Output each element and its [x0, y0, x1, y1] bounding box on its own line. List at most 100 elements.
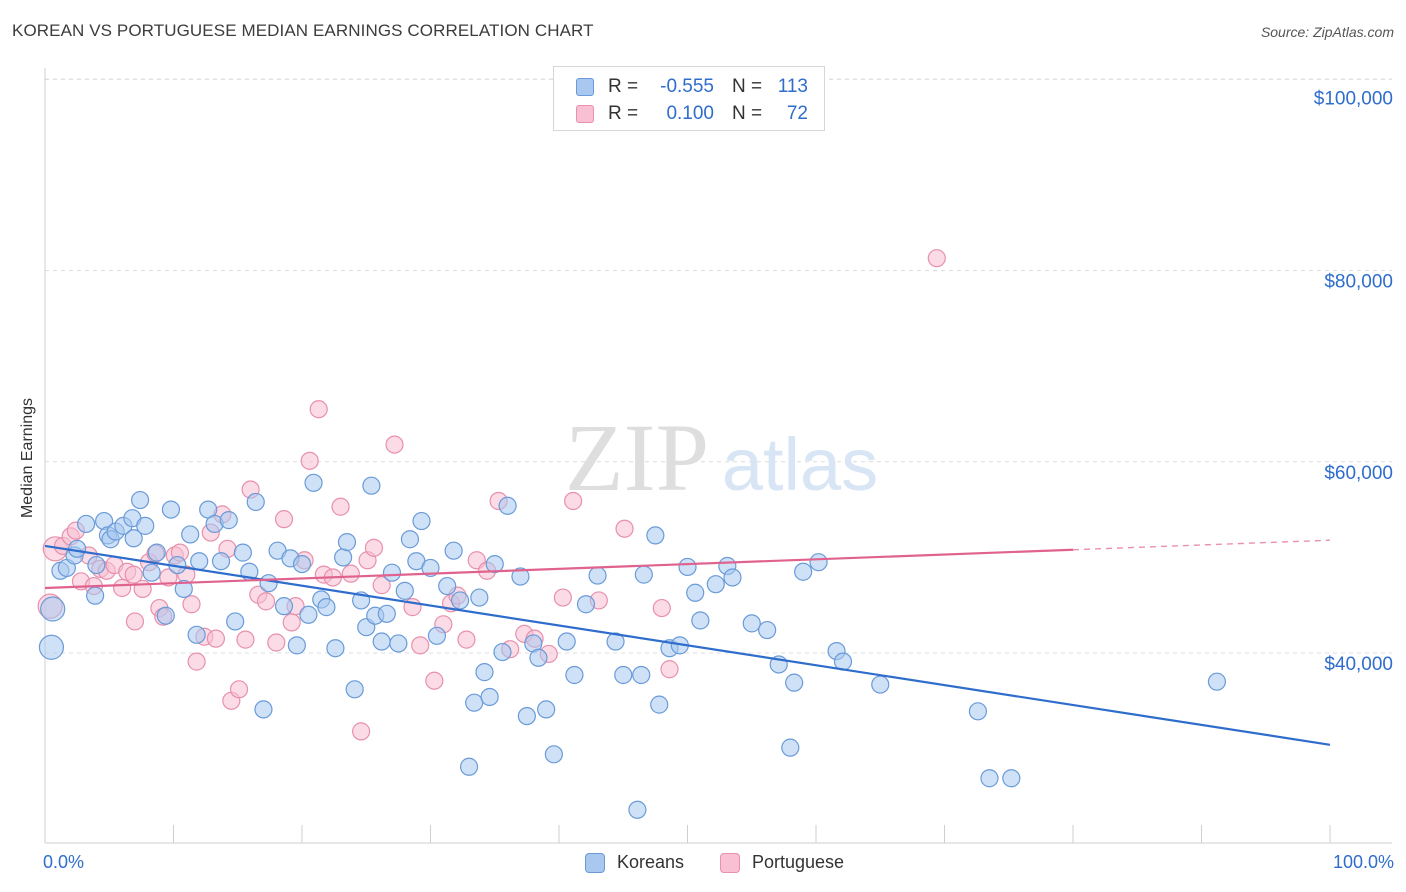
axes	[44, 68, 1392, 844]
koreans-point	[980, 769, 999, 788]
portuguese-point	[372, 576, 391, 595]
koreans-legend-swatch	[585, 852, 605, 873]
koreans-point	[345, 680, 364, 699]
portuguese-point	[457, 630, 476, 649]
portuguese-point	[652, 598, 671, 618]
koreans-point	[86, 586, 105, 605]
portuguese-point	[331, 497, 350, 516]
koreans-point	[706, 575, 725, 594]
portuguese-point	[425, 671, 444, 690]
n-label: N =	[732, 103, 763, 124]
koreans-point	[691, 611, 710, 630]
koreans-point	[576, 595, 596, 614]
koreans-point	[190, 552, 209, 571]
koreans-point	[470, 588, 489, 607]
x-tick-min: 0.0%	[43, 852, 85, 872]
koreans-point	[136, 516, 155, 535]
legend-row-portuguese: R = 0.100 N = 72	[576, 102, 808, 126]
koreans-point	[781, 738, 800, 757]
koreans-point	[634, 565, 653, 584]
koreans-point	[412, 511, 431, 531]
chart-title: KOREAN VS PORTUGUESE MEDIAN EARNINGS COR…	[12, 21, 594, 40]
legend-row-koreans: R = -0.555 N = 113	[576, 75, 808, 99]
portuguese-legend-label: Portuguese	[752, 852, 845, 872]
koreans-legend-label: Koreans	[617, 852, 685, 872]
portuguese-point	[112, 578, 132, 598]
trend-lines	[44, 539, 1331, 746]
koreans-point	[614, 665, 633, 685]
koreans-point	[147, 543, 166, 562]
portuguese-point	[660, 660, 679, 679]
y-tick-label: $100,000	[1314, 88, 1393, 109]
portuguese-point	[411, 636, 430, 655]
portuguese-point	[159, 568, 178, 587]
portuguese-swatch	[576, 105, 594, 123]
legend-item-portuguese[interactable]: Portuguese	[720, 852, 844, 873]
series-legend: Koreans Portuguese	[0, 852, 1406, 876]
koreans-point	[287, 636, 306, 655]
koreans-point	[632, 665, 651, 685]
portuguese-point	[133, 579, 152, 599]
koreans-point	[871, 675, 890, 694]
koreans-point	[77, 514, 96, 534]
portuguese-point	[564, 491, 583, 511]
koreans-point	[646, 526, 665, 545]
koreans-point	[544, 745, 563, 764]
koreans-point	[246, 492, 265, 512]
koreans-point	[438, 576, 457, 596]
r-value: 0.100	[666, 103, 714, 124]
portuguese-point	[206, 629, 226, 648]
koreans-point	[254, 700, 273, 719]
koreans-point	[161, 500, 181, 519]
koreans-swatch	[576, 78, 594, 96]
koreans-point	[337, 533, 357, 552]
koreans-point	[511, 567, 530, 586]
koreans-point	[427, 626, 447, 645]
koreans-point	[226, 612, 245, 631]
koreans-point	[968, 702, 988, 721]
koreans-point	[68, 539, 87, 558]
koreans-point	[334, 548, 353, 567]
koreans-point	[678, 557, 697, 577]
portuguese-point	[256, 592, 276, 611]
y-tick-label: $40,000	[1324, 654, 1393, 675]
watermark: ZIP atlas	[565, 404, 878, 511]
koreans-point	[450, 591, 470, 610]
portuguese-point	[553, 588, 572, 607]
koreans-point	[304, 473, 323, 492]
portuguese-point	[615, 519, 634, 538]
source-credit: Source: ZipAtlas.com	[1260, 24, 1394, 40]
portuguese-point	[309, 400, 328, 419]
koreans-point	[742, 614, 761, 633]
koreans-point	[377, 604, 396, 623]
koreans-point	[292, 554, 312, 574]
portuguese-point	[229, 680, 249, 699]
koreans-point	[259, 574, 278, 593]
portuguese-point	[125, 612, 145, 631]
koreans-point	[299, 605, 318, 624]
r-label: R =	[608, 76, 639, 97]
legend-item-koreans[interactable]: Koreans	[585, 852, 684, 873]
portuguese-point	[267, 633, 286, 652]
koreans-point	[400, 530, 420, 549]
koreans-point	[156, 606, 175, 625]
koreans-point	[382, 563, 402, 582]
koreans-point	[421, 558, 440, 578]
portuguese-point	[927, 249, 946, 268]
koreans-point	[233, 543, 252, 562]
koreans-point	[211, 552, 231, 571]
koreans-point	[565, 665, 584, 685]
koreans-point	[628, 800, 647, 819]
koreans-point	[187, 625, 206, 644]
koreans-point	[174, 579, 193, 599]
koreans-point	[686, 583, 705, 602]
koreans-point	[475, 663, 494, 682]
y-axis-label: Median Earnings	[19, 397, 36, 519]
koreans-point	[809, 553, 828, 572]
koreans-point	[723, 568, 742, 587]
koreans-point	[537, 700, 556, 719]
koreans-point	[317, 598, 336, 617]
portuguese-point	[282, 613, 301, 632]
r-value: -0.555	[660, 76, 714, 97]
portuguese-point	[300, 451, 319, 470]
